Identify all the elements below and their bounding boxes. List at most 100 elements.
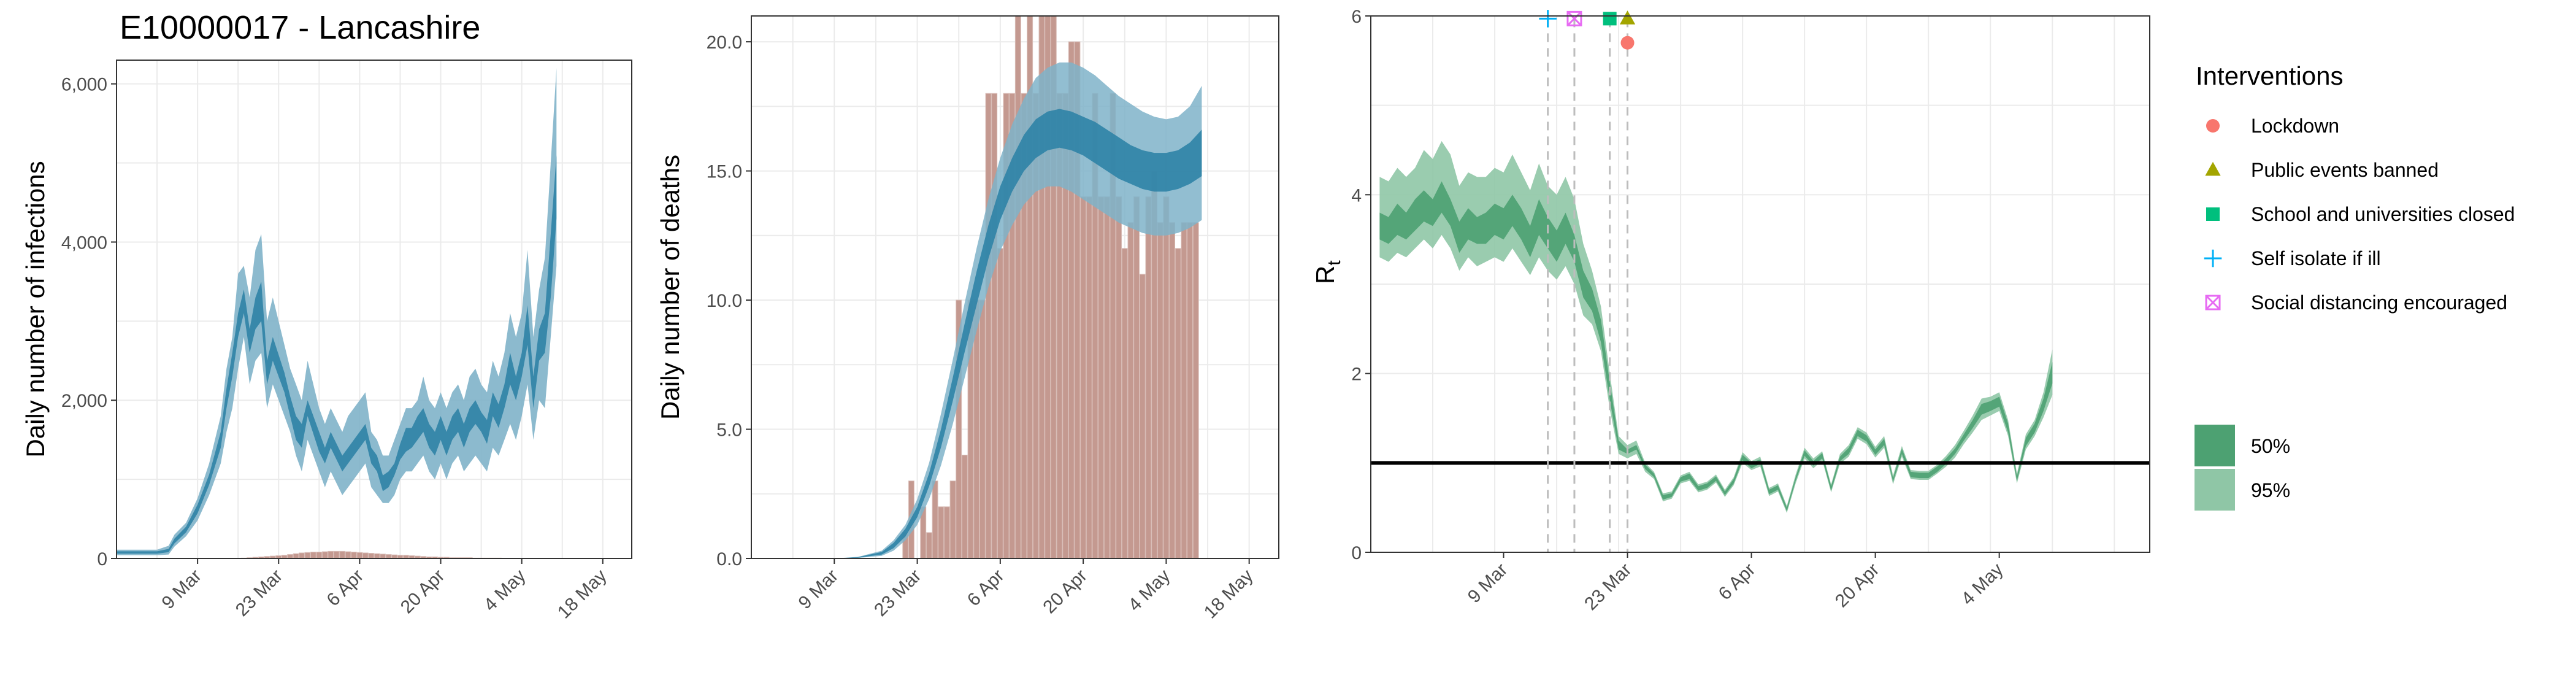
legend-item-label: Public events banned (2251, 159, 2439, 181)
legend-band-label: 50% (2251, 435, 2290, 457)
y-tick-label: 4,000 (61, 233, 107, 253)
count-bar (339, 550, 345, 559)
count-bar (1192, 222, 1199, 559)
band-50 (117, 155, 557, 554)
count-bar (1098, 196, 1105, 559)
plot-frame (116, 60, 632, 559)
legend-key-schools (2206, 207, 2220, 221)
y-tick-label: 2,000 (61, 391, 107, 411)
x-tick-label: 20 Apr (1039, 566, 1091, 618)
count-bar (368, 553, 375, 559)
count-bar (979, 299, 986, 559)
x-tick-label: 9 Mar (795, 566, 843, 614)
band-50 (834, 109, 1202, 558)
count-bar (333, 550, 340, 559)
y-tick-label: 6,000 (61, 75, 107, 95)
x-tick-label: 9 Mar (158, 566, 206, 614)
y-tick-label: 2 (1351, 365, 1362, 385)
intervention-marker-social_distancing (1566, 10, 1582, 26)
count-bar (1175, 248, 1181, 559)
legend-key-social_distancing (2205, 295, 2221, 311)
count-bar (1103, 196, 1110, 559)
count-bar (345, 551, 351, 559)
count-bar (949, 480, 956, 559)
intervention-marker-lockdown (1620, 36, 1635, 50)
count-bar (1145, 196, 1152, 559)
y-tick-label: 10.0 (707, 291, 742, 311)
count-bar (961, 455, 968, 559)
count-bar (1181, 222, 1187, 559)
legend-key-lockdown (2206, 119, 2220, 133)
intervention-marker-schools (1603, 12, 1617, 26)
y-tick-label: 0 (1351, 543, 1362, 563)
legend: Interventions Lockdown Public events banne… (2195, 61, 2515, 511)
y-axis-label: Daily number of deaths (656, 155, 684, 420)
count-bar (943, 506, 950, 559)
count-bar (1116, 196, 1122, 559)
x-tick-label: 9 Mar (1464, 560, 1512, 608)
count-bar (1187, 222, 1194, 559)
count-bar (1163, 196, 1170, 559)
x-tick-label: 20 Apr (1831, 560, 1884, 612)
y-axis-label-main: R (1311, 266, 1340, 284)
count-bar (1086, 196, 1092, 559)
plot-frame (1370, 15, 2150, 553)
x-tick-label: 23 Mar (870, 566, 925, 620)
count-bar (991, 93, 998, 559)
y-tick-label: 5.0 (716, 420, 742, 441)
count-bar (316, 552, 323, 559)
rt-panel: 0 2 4 6 9 Mar 23 Mar 6 Apr 20 Apr 4 May Rt (1311, 7, 2150, 614)
y-axis-label: Daily number of infections (21, 161, 50, 457)
x-tick-label: 4 May (1124, 566, 1174, 615)
intervention-marker-public_events (1619, 10, 1636, 25)
count-bar (973, 299, 980, 559)
count-bar (1133, 196, 1140, 559)
count-bar (321, 551, 328, 559)
infections-panel: 0 2,000 4,000 6,000 9 Mar 23 Mar 6 Apr 20 Apr 4 … (21, 60, 632, 623)
legend-band-label: 95% (2251, 479, 2290, 501)
deaths-panel: 0.0 5.0 10.0 15.0 20.0 9 Mar 23 Mar 6 Apr 20 Apr… (656, 15, 1279, 623)
x-tick-label: 4 May (480, 566, 530, 615)
x-tick-label: 18 May (554, 566, 611, 623)
count-bar (299, 552, 305, 559)
legend-item-label: School and universities closed (2251, 203, 2515, 225)
y-tick-label: 4 (1351, 185, 1362, 206)
count-bar (985, 93, 992, 559)
legend-item-label: Social distancing encouraged (2251, 291, 2507, 314)
band-50 (1379, 181, 2053, 511)
y-axis-label-sub: t (1324, 260, 1344, 266)
x-tick-label: 6 Apr (323, 566, 367, 611)
count-bar (374, 553, 380, 559)
y-tick-label: 20.0 (707, 33, 742, 53)
count-bar (1014, 15, 1021, 559)
count-bar (1121, 248, 1128, 559)
legend-key-public_events (2205, 161, 2221, 176)
count-bar (293, 553, 299, 559)
x-tick-label: 23 Mar (232, 566, 286, 620)
x-tick-label: 18 May (1200, 566, 1257, 623)
y-tick-label: 0 (97, 549, 107, 569)
count-bar (1169, 222, 1176, 559)
y-tick-label: 0.0 (716, 549, 742, 569)
legend-swatch-band (2195, 469, 2235, 511)
count-bar (1157, 222, 1163, 559)
legend-item-label: Self isolate if ill (2251, 247, 2381, 269)
count-bar (1127, 222, 1134, 559)
count-bar (380, 554, 386, 559)
chart-title: E10000017 - Lancashire (120, 9, 480, 46)
y-tick-label: 15.0 (707, 162, 742, 182)
count-bar (1139, 274, 1146, 559)
count-bar (351, 552, 357, 559)
count-bar (362, 552, 369, 559)
count-bar (328, 550, 334, 559)
intervention-marker-self_isolate (1539, 10, 1557, 28)
count-bar (997, 248, 1003, 559)
count-bar (304, 552, 311, 559)
legend-item-label: Lockdown (2251, 115, 2339, 137)
x-tick-label: 4 May (1958, 560, 2007, 609)
x-tick-label: 23 Mar (1581, 560, 1635, 614)
legend-key-self_isolate (2204, 249, 2222, 268)
count-bar (356, 552, 363, 559)
x-tick-label: 6 Apr (964, 566, 1008, 611)
